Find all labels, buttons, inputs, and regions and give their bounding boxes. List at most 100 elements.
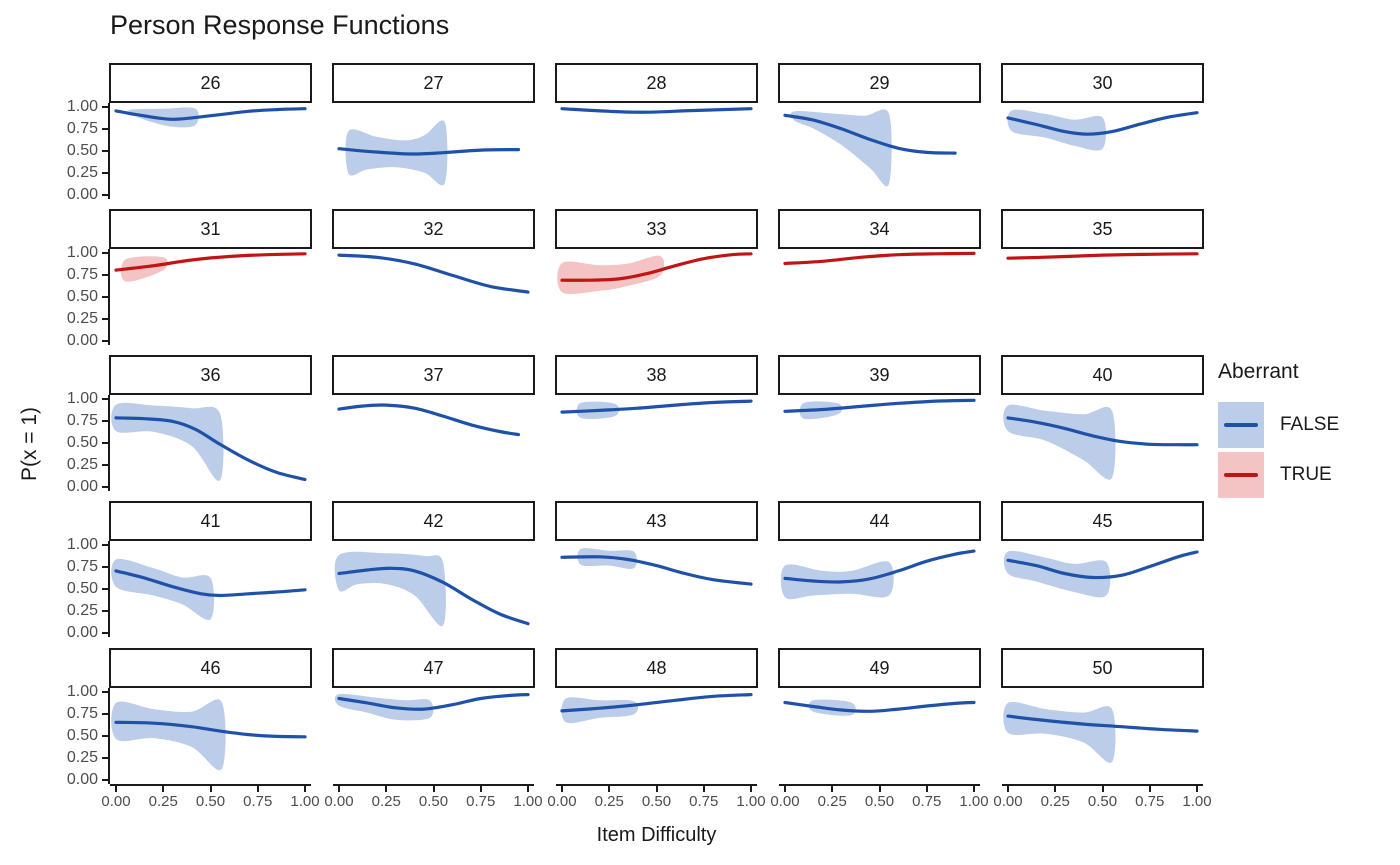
x-tick-label: 0.50 <box>864 793 895 810</box>
facet-panel <box>560 107 753 114</box>
facet-strip: 32 <box>332 209 535 249</box>
response-curve <box>114 720 307 739</box>
facet-strip: 26 <box>109 63 312 103</box>
facet-panel <box>560 399 753 419</box>
y-tick-label: 0.25 <box>66 601 98 619</box>
x-tick-mark <box>256 786 259 792</box>
x-tick-mark <box>1007 786 1009 792</box>
response-curve <box>560 693 753 713</box>
y-tick-mark <box>102 712 108 715</box>
y-tick-mark <box>102 587 108 590</box>
x-tick-mark <box>750 786 752 792</box>
x-tick-mark <box>973 786 975 792</box>
x-tick-label: 0.50 <box>195 793 226 810</box>
y-tick-label: 0.75 <box>66 265 98 283</box>
facet-strip-label: 41 <box>200 510 221 531</box>
facet-panel <box>114 107 307 128</box>
y-tick-label: 0.00 <box>66 623 98 641</box>
response-curve <box>783 398 976 413</box>
facet-strip-label: 42 <box>423 510 444 531</box>
response-curve <box>337 566 530 626</box>
response-curve <box>337 403 521 437</box>
legend: Aberrant FALSE TRUE <box>1218 360 1339 502</box>
y-tick-label: 0.75 <box>66 411 98 429</box>
x-tick-mark <box>304 786 306 792</box>
x-tick-mark <box>1101 786 1104 792</box>
response-curve <box>783 113 957 155</box>
facet-panel <box>334 693 530 721</box>
facet-strip-label: 33 <box>646 218 667 239</box>
facet-panel <box>111 699 307 771</box>
facet-strip-label: 36 <box>200 364 221 385</box>
x-tick-mark <box>527 786 529 792</box>
facet-strip: 33 <box>555 209 758 249</box>
x-tick-label: 0.50 <box>641 793 672 810</box>
confidence-ribbon <box>557 255 665 295</box>
facet-panel <box>1003 701 1199 763</box>
confidence-ribbon <box>111 558 215 621</box>
x-tick-mark <box>115 786 117 792</box>
facet-strip: 39 <box>778 355 981 395</box>
y-tick-label: 1.00 <box>66 682 98 700</box>
facet-strip-label: 37 <box>423 364 444 385</box>
legend-key-false: FALSE <box>1218 402 1339 448</box>
facet-strip-label: 35 <box>1092 218 1113 239</box>
facet-strip: 48 <box>555 648 758 688</box>
x-tick-label: 1.00 <box>736 793 766 810</box>
x-tick-label: 1.00 <box>513 793 543 810</box>
y-tick-label: 1.00 <box>66 389 98 407</box>
facet-strip-label: 40 <box>1092 364 1113 385</box>
facet-strip-label: 46 <box>200 657 221 678</box>
facet-panel <box>334 551 530 627</box>
y-tick-mark <box>102 251 108 254</box>
y-tick-label: 0.75 <box>66 704 98 722</box>
x-tick-mark <box>831 786 834 792</box>
y-tick-label: 0.25 <box>66 309 98 327</box>
legend-line-false-icon <box>1224 423 1258 427</box>
plot-title: Person Response Functions <box>110 10 450 40</box>
y-tick-mark <box>102 778 108 781</box>
confidence-ribbon <box>780 561 894 600</box>
x-axis-line <box>333 784 534 786</box>
y-tick-mark <box>102 171 108 174</box>
y-axis-line <box>108 103 110 199</box>
facet-strip: 30 <box>1001 63 1204 103</box>
y-tick-mark <box>102 690 108 693</box>
y-tick-mark <box>102 273 108 276</box>
x-tick-label: 0.75 <box>689 793 719 810</box>
legend-key-true: TRUE <box>1218 452 1339 498</box>
response-curve <box>560 107 753 114</box>
x-tick-label: 1.00 <box>959 793 989 810</box>
x-tick-mark <box>1054 786 1057 792</box>
facet-panel <box>114 252 307 282</box>
x-tick-mark <box>162 786 165 792</box>
facet-strip-label: 39 <box>869 364 890 385</box>
facet-strip-label: 38 <box>646 364 667 385</box>
x-tick-mark <box>338 786 340 792</box>
facet-panel <box>337 253 530 294</box>
facet-strip: 27 <box>332 63 535 103</box>
y-tick-label: 1.00 <box>66 97 98 115</box>
y-tick-label: 0.00 <box>66 770 98 788</box>
y-tick-label: 0.25 <box>66 163 98 181</box>
x-axis-line <box>556 784 757 786</box>
y-tick-mark <box>102 397 108 400</box>
y-tick-mark <box>102 609 108 612</box>
y-tick-mark <box>102 565 108 568</box>
facet-panel <box>1003 550 1199 598</box>
y-tick-label: 0.25 <box>66 455 98 473</box>
facet-strip-label: 43 <box>646 510 667 531</box>
x-tick-mark <box>1196 786 1198 792</box>
x-tick-label: 0.00 <box>324 793 354 810</box>
facet-strip: 41 <box>109 501 312 541</box>
confidence-ribbon <box>334 551 446 627</box>
response-curve <box>560 252 753 282</box>
x-tick-label: 1.00 <box>1182 793 1212 810</box>
confidence-ribbon <box>1003 701 1116 763</box>
x-tick-label: 0.25 <box>148 793 178 810</box>
facet-strip-label: 26 <box>200 72 221 93</box>
facet-panel <box>557 252 753 295</box>
facet-panel <box>783 251 976 266</box>
confidence-ribbon <box>111 402 224 481</box>
facet-panel <box>111 402 307 482</box>
